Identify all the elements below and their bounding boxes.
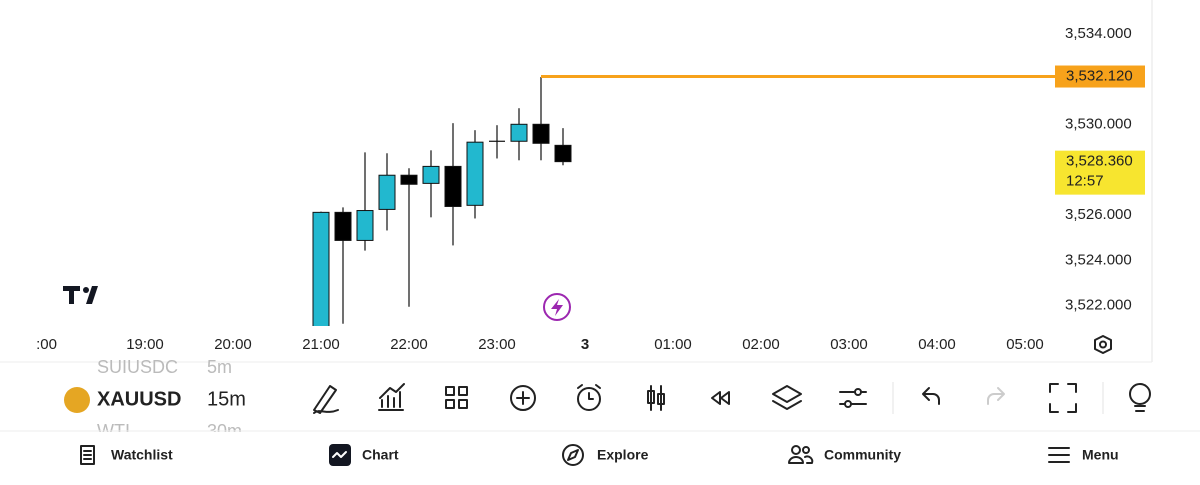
candle-body — [510, 123, 528, 142]
event-icon[interactable] — [543, 293, 571, 321]
symbol-name: XAUUSD — [97, 388, 181, 410]
x-tick-label: :00 — [36, 336, 57, 353]
candle-body — [312, 211, 330, 326]
symbol-icon — [64, 387, 90, 413]
lightning — [551, 299, 563, 316]
symbol-interval: 30m — [207, 421, 242, 441]
nav-item[interactable]: Explore — [597, 447, 649, 463]
candle-body — [400, 174, 418, 185]
x-tick-label: 20:00 — [214, 336, 252, 353]
price-label-bg — [1055, 150, 1145, 195]
undo-icon[interactable] — [922, 387, 940, 405]
y-tick-label: 3,524.000 — [1065, 251, 1132, 268]
countdown: 12:57 — [1066, 173, 1104, 190]
settings-icon[interactable] — [1094, 335, 1112, 354]
symbol-interval: 5m — [207, 357, 232, 377]
candle-body — [444, 165, 462, 207]
y-tick-label: 3,534.000 — [1065, 25, 1132, 42]
candle-body — [334, 211, 352, 241]
symbol-name: WTI — [97, 421, 130, 441]
x-tick-label: 23:00 — [478, 336, 516, 353]
plot — [312, 76, 572, 326]
settings-icon — [1099, 340, 1107, 349]
nav-item[interactable]: Menu — [1082, 447, 1119, 463]
candle-body — [378, 174, 396, 210]
layers-icon[interactable] — [772, 385, 802, 410]
alert-icon[interactable] — [577, 387, 601, 411]
nav-item[interactable]: Watchlist — [111, 447, 173, 463]
x-tick-label: 21:00 — [302, 336, 340, 353]
x-tick-label: 3 — [581, 336, 589, 353]
idea-icon[interactable] — [1129, 383, 1151, 405]
nav-item[interactable]: Chart — [362, 447, 399, 463]
x-tick-label: 01:00 — [654, 336, 692, 353]
draw-icon[interactable] — [313, 385, 339, 414]
x-tick-label: 02:00 — [742, 336, 780, 353]
symbol-interval: 15m — [207, 388, 246, 410]
price-label-bg — [1055, 65, 1145, 88]
nav-item[interactable]: Community — [824, 447, 901, 463]
x-tick-label: 19:00 — [126, 336, 164, 353]
toolbar-icons — [313, 383, 1151, 414]
settings2-icon[interactable] — [854, 388, 862, 396]
nav-icons — [80, 444, 1070, 466]
candle-body — [466, 141, 484, 206]
symbol-name: SUIUSDC — [97, 357, 178, 377]
logo — [63, 286, 98, 304]
symbol-switcher[interactable]: SUIUSDC 5m XAUUSD 15m WTI 30m — [97, 357, 246, 441]
candle-body — [532, 123, 550, 144]
chart-type-icon[interactable] — [647, 385, 665, 411]
add-icon[interactable] — [510, 385, 536, 411]
candle-body — [356, 210, 374, 241]
replay-icon[interactable] — [711, 391, 730, 405]
x-tick-label: 03:00 — [830, 336, 868, 353]
price-label: 3,528.360 — [1066, 153, 1133, 170]
y-tick-label: 3,526.000 — [1065, 206, 1132, 223]
fullscreen-icon[interactable] — [1049, 383, 1077, 413]
y-tick-label: 3,530.000 — [1065, 115, 1132, 132]
x-tick-label: 22:00 — [390, 336, 428, 353]
x-tick-label: 05:00 — [1006, 336, 1044, 353]
redo-icon[interactable] — [987, 387, 1005, 405]
layout-icon[interactable] — [445, 386, 468, 409]
x-tick-label: 04:00 — [918, 336, 956, 353]
indicators-icon[interactable] — [378, 383, 405, 411]
candle-body — [422, 165, 440, 184]
price-label: 3,532.120 — [1066, 67, 1133, 84]
candle-body — [554, 144, 572, 163]
y-tick-label: 3,522.000 — [1065, 297, 1132, 314]
